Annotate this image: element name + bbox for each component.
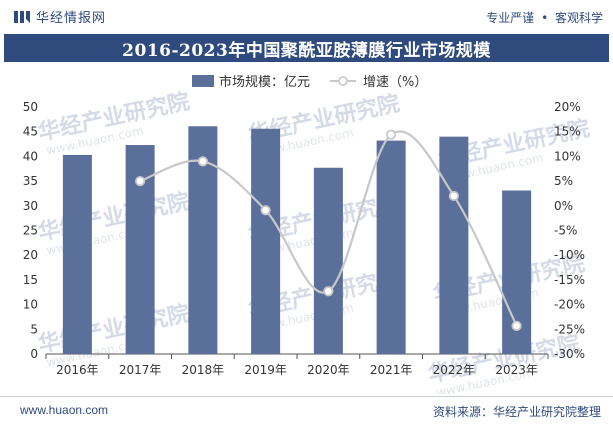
y-left-tick-label: 20 bbox=[23, 248, 38, 262]
y-right-tick-label: 10% bbox=[554, 149, 581, 163]
bar bbox=[313, 167, 343, 354]
y-left-tick-label: 35 bbox=[23, 174, 38, 188]
x-tick-label: 2016年 bbox=[56, 363, 99, 377]
y-left-tick-label: 50 bbox=[23, 100, 38, 114]
chart-area: 华经产业研究院 www.huaon.com 华经产业研究院 www.huaon.com… bbox=[0, 62, 613, 400]
brand: 华经情报网 bbox=[14, 7, 106, 26]
line-series bbox=[135, 129, 522, 331]
y-right-tick-label: -15% bbox=[554, 273, 585, 287]
bar bbox=[62, 154, 92, 354]
slogan-right: 客观科学 bbox=[554, 11, 603, 25]
growth-point bbox=[260, 205, 271, 216]
y-right-tick-label: -10% bbox=[554, 248, 585, 262]
x-tick-label: 2017年 bbox=[119, 363, 162, 377]
brand-logo-icon bbox=[14, 10, 30, 23]
y-left-tick-label: 40 bbox=[23, 149, 38, 163]
y-right-tick-label: -25% bbox=[554, 322, 585, 336]
bar bbox=[376, 140, 406, 354]
x-tick-label: 2019年 bbox=[244, 363, 287, 377]
chart-title: 2016-2023年中国聚酰亚胺薄膜行业市场规模 bbox=[122, 40, 491, 61]
top-header: 华经情报网 专业严谨 • 客观科学 bbox=[0, 0, 613, 32]
y-right-tick-label: 0% bbox=[554, 199, 573, 213]
growth-point bbox=[386, 129, 397, 140]
x-tick-label: 2022年 bbox=[433, 363, 476, 377]
growth-point bbox=[448, 190, 459, 202]
x-tick-label: 2020年 bbox=[307, 363, 350, 377]
slogan-separator: • bbox=[541, 11, 549, 25]
y-left-tick-label: 15 bbox=[23, 273, 38, 287]
brand-name: 华经情报网 bbox=[36, 11, 107, 26]
y-right-tick-label: -30% bbox=[554, 347, 585, 361]
bar bbox=[439, 136, 469, 354]
x-tick-label: 2021年 bbox=[370, 363, 413, 377]
growth-point bbox=[323, 286, 334, 297]
y-right-tick-label: -20% bbox=[554, 298, 585, 312]
legend-bar-swatch bbox=[192, 75, 214, 87]
chart-title-bar: 2016-2023年中国聚酰亚胺薄膜行业市场规模 bbox=[4, 34, 609, 62]
legend: 市场规模：亿元 增速（%） bbox=[192, 74, 427, 90]
y-left-tick-label: 30 bbox=[23, 199, 38, 213]
legend-bar-label: 市场规模：亿元 bbox=[219, 74, 310, 90]
footer-source: 资料来源：华经产业研究院整理 bbox=[432, 405, 601, 419]
legend-line-marker bbox=[338, 76, 348, 86]
slogan-left: 专业严谨 bbox=[486, 11, 535, 25]
growth-point bbox=[197, 156, 208, 167]
y-left-tick-label: 0 bbox=[30, 347, 38, 361]
growth-point bbox=[135, 176, 146, 187]
growth-point bbox=[511, 320, 522, 331]
y-right-tick-label: 20% bbox=[554, 100, 581, 114]
legend-line-label: 增速（%） bbox=[363, 75, 427, 90]
axes: 0 5 10 15 20 25 30 35 40 45 50 -30% -25% -20% -15% -10%… bbox=[23, 100, 585, 377]
x-tick-label: 2018年 bbox=[182, 363, 225, 377]
y-right-tick-label: 15% bbox=[554, 125, 581, 139]
y-left-tick-label: 45 bbox=[23, 125, 38, 139]
x-tick-label: 2023年 bbox=[495, 363, 538, 377]
footer: www.huaon.com 资料来源：华经产业研究院整理 bbox=[0, 396, 613, 425]
y-left-tick-label: 10 bbox=[23, 298, 38, 312]
y-left-tick-label: 25 bbox=[23, 224, 38, 238]
y-right-tick-label: 5% bbox=[554, 174, 573, 188]
bar bbox=[251, 128, 281, 354]
y-left-tick-label: 5 bbox=[30, 322, 38, 336]
footer-url: www.huaon.com bbox=[20, 403, 109, 417]
slogan: 专业严谨 • 客观科学 bbox=[486, 9, 603, 26]
y-right-tick-label: -5% bbox=[554, 224, 577, 238]
